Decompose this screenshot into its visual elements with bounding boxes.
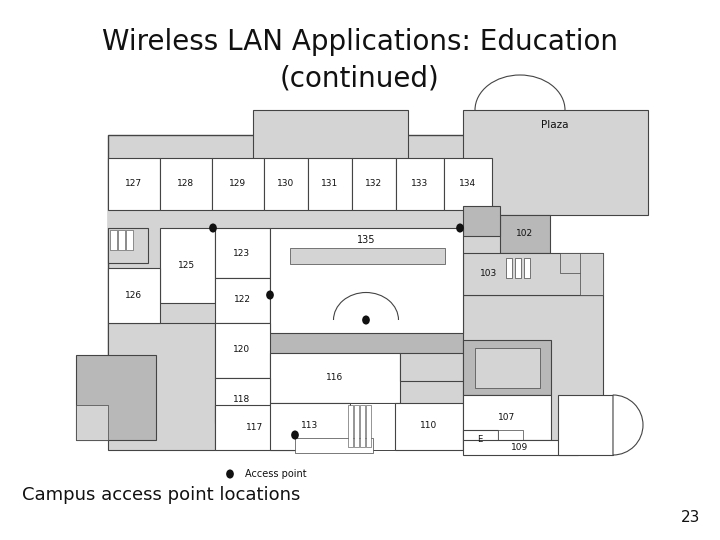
Text: Wireless LAN Applications: Education: Wireless LAN Applications: Education [102,28,618,56]
Bar [506,258,512,278]
Bar [76,405,108,440]
Ellipse shape [226,469,234,478]
Text: 23: 23 [680,510,700,525]
Ellipse shape [291,430,299,440]
Bar [215,323,463,353]
Text: 126: 126 [125,291,143,300]
Text: 123: 123 [233,248,251,258]
Bar [352,158,396,210]
Text: Campus access point locations: Campus access point locations [22,486,300,504]
Text: (continued): (continued) [280,65,440,93]
Bar [108,158,160,210]
Bar [444,158,492,210]
Text: 118: 118 [233,395,251,404]
Bar [475,348,540,388]
Bar [580,253,603,295]
Text: 130: 130 [277,179,294,188]
Bar [350,403,395,450]
Wedge shape [613,395,643,455]
Text: 109: 109 [511,442,528,451]
Bar [400,353,463,381]
Bar [463,253,603,295]
Bar [108,135,528,440]
Bar [348,405,353,447]
Ellipse shape [266,291,274,300]
Bar [270,353,400,403]
Bar [215,228,270,278]
Text: 133: 133 [411,179,428,188]
Bar [524,258,530,278]
Text: 103: 103 [480,269,498,279]
Bar [498,430,523,450]
Text: 113: 113 [302,422,319,430]
Bar [463,430,498,450]
Text: 116: 116 [326,374,343,382]
Bar [395,403,463,450]
Bar [558,395,613,455]
Bar [290,248,445,264]
Bar [108,268,160,323]
Text: 117: 117 [246,422,264,431]
Bar [160,228,215,303]
Bar [126,230,133,250]
Bar [160,158,212,210]
Bar [295,438,373,453]
Bar [108,323,215,450]
Text: 110: 110 [420,422,438,430]
Bar [270,403,463,421]
Bar [215,378,270,400]
Bar [215,405,295,450]
Text: 120: 120 [233,346,251,354]
Bar [110,230,117,250]
Bar [463,295,603,450]
Bar [108,210,492,228]
Bar [463,110,648,215]
Bar [463,206,500,236]
Bar [264,158,308,210]
Bar [253,110,408,160]
Bar [215,278,270,323]
Bar [463,395,551,440]
Bar [515,258,521,278]
Text: 125: 125 [179,260,196,269]
Text: 128: 128 [177,179,194,188]
Bar [500,215,550,253]
Bar [463,440,578,455]
Text: 122: 122 [233,295,251,305]
Text: 102: 102 [516,230,534,239]
Text: 107: 107 [498,413,516,422]
Text: 129: 129 [230,179,246,188]
Bar [308,158,352,210]
Bar [360,405,365,447]
Text: Plaza: Plaza [541,120,569,130]
Bar [215,378,270,423]
Text: 131: 131 [321,179,338,188]
Bar [118,230,125,250]
Bar [76,355,156,440]
Bar [270,228,463,333]
Text: 132: 132 [366,179,382,188]
Bar [108,228,148,263]
Ellipse shape [362,315,370,325]
Text: 135: 135 [356,235,375,245]
Ellipse shape [456,224,464,233]
Text: E: E [477,435,482,444]
Text: 134: 134 [459,179,477,188]
Bar [366,405,371,447]
Bar [396,158,444,210]
Bar [354,405,359,447]
Bar [463,340,551,395]
Text: 127: 127 [125,179,143,188]
Bar [270,403,350,450]
Bar [560,253,603,273]
Bar [215,323,270,378]
Ellipse shape [209,224,217,233]
Text: Access point: Access point [245,469,307,479]
Bar [212,158,264,210]
